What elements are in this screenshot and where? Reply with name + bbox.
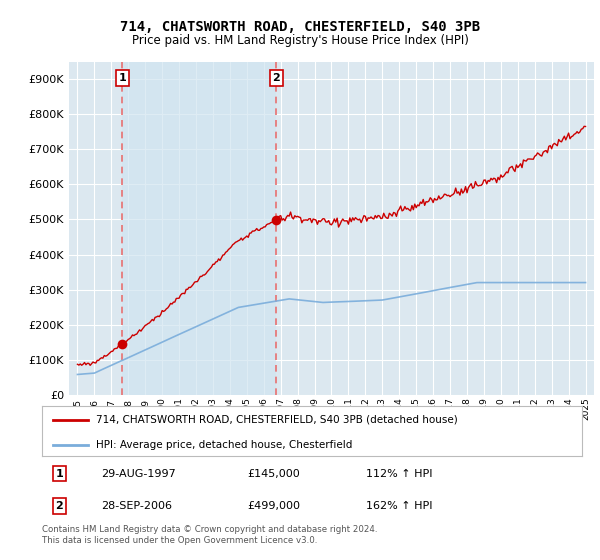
- Text: 112% ↑ HPI: 112% ↑ HPI: [366, 469, 433, 479]
- Text: 28-SEP-2006: 28-SEP-2006: [101, 501, 172, 511]
- Text: £145,000: £145,000: [247, 469, 300, 479]
- Text: Price paid vs. HM Land Registry's House Price Index (HPI): Price paid vs. HM Land Registry's House …: [131, 34, 469, 46]
- Text: 714, CHATSWORTH ROAD, CHESTERFIELD, S40 3PB (detached house): 714, CHATSWORTH ROAD, CHESTERFIELD, S40 …: [96, 414, 458, 424]
- Text: 162% ↑ HPI: 162% ↑ HPI: [366, 501, 433, 511]
- Text: Contains HM Land Registry data © Crown copyright and database right 2024.
This d: Contains HM Land Registry data © Crown c…: [42, 525, 377, 545]
- Bar: [122, 62, 277, 395]
- Text: 1: 1: [118, 73, 126, 83]
- Text: 29-AUG-1997: 29-AUG-1997: [101, 469, 176, 479]
- Text: 2: 2: [272, 73, 280, 83]
- Text: HPI: Average price, detached house, Chesterfield: HPI: Average price, detached house, Ches…: [96, 440, 352, 450]
- Text: £499,000: £499,000: [247, 501, 300, 511]
- Text: 1: 1: [56, 469, 63, 479]
- Text: 2: 2: [56, 501, 63, 511]
- Text: 714, CHATSWORTH ROAD, CHESTERFIELD, S40 3PB: 714, CHATSWORTH ROAD, CHESTERFIELD, S40 …: [120, 20, 480, 34]
